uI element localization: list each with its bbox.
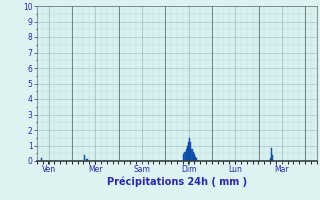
Bar: [196, 158, 197, 161]
Bar: [186, 149, 187, 161]
Bar: [188, 142, 189, 161]
Bar: [183, 154, 184, 161]
Bar: [271, 148, 272, 161]
Bar: [86, 159, 88, 161]
Bar: [184, 152, 186, 161]
Bar: [195, 157, 196, 161]
X-axis label: Précipitations 24h ( mm ): Précipitations 24h ( mm ): [107, 177, 247, 187]
Bar: [269, 158, 271, 161]
Bar: [41, 158, 42, 161]
Bar: [187, 146, 188, 161]
Bar: [272, 155, 273, 161]
Bar: [84, 155, 85, 161]
Bar: [193, 152, 194, 161]
Bar: [191, 149, 193, 161]
Bar: [194, 154, 195, 161]
Bar: [190, 142, 191, 161]
Bar: [189, 138, 190, 161]
